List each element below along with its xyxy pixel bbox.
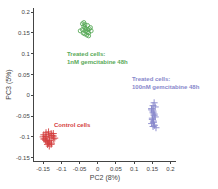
svg-text:0.15: 0.15 [146,166,158,172]
svg-text:0.2: 0.2 [166,166,175,172]
svg-text:-0.15: -0.15 [36,166,50,172]
svg-text:-0.05: -0.05 [16,113,30,119]
svg-text:PC2 (8%): PC2 (8%) [90,174,120,182]
svg-text:0.15: 0.15 [18,30,30,36]
svg-text:Control cells: Control cells [54,122,91,128]
svg-text:0.2: 0.2 [21,9,30,15]
svg-text:0: 0 [26,92,30,98]
svg-text:-0.1: -0.1 [19,134,30,140]
svg-text:-0.05: -0.05 [73,166,87,172]
svg-text:Treated cells:100nM gemcitabin: Treated cells:100nM gemcitabine 48h [132,76,200,90]
svg-text:PC3 (5%): PC3 (5%) [5,69,13,99]
svg-text:-0.15: -0.15 [16,155,30,161]
svg-text:Treated cells:1nM gemcitabine: Treated cells:1nM gemcitabine 48h [67,51,128,65]
svg-text:0.05: 0.05 [18,72,30,78]
svg-text:0.05: 0.05 [110,166,122,172]
svg-text:-0.1: -0.1 [56,166,67,172]
svg-text:0: 0 [96,166,100,172]
svg-text:0.1: 0.1 [130,166,139,172]
svg-text:0.1: 0.1 [21,51,30,57]
